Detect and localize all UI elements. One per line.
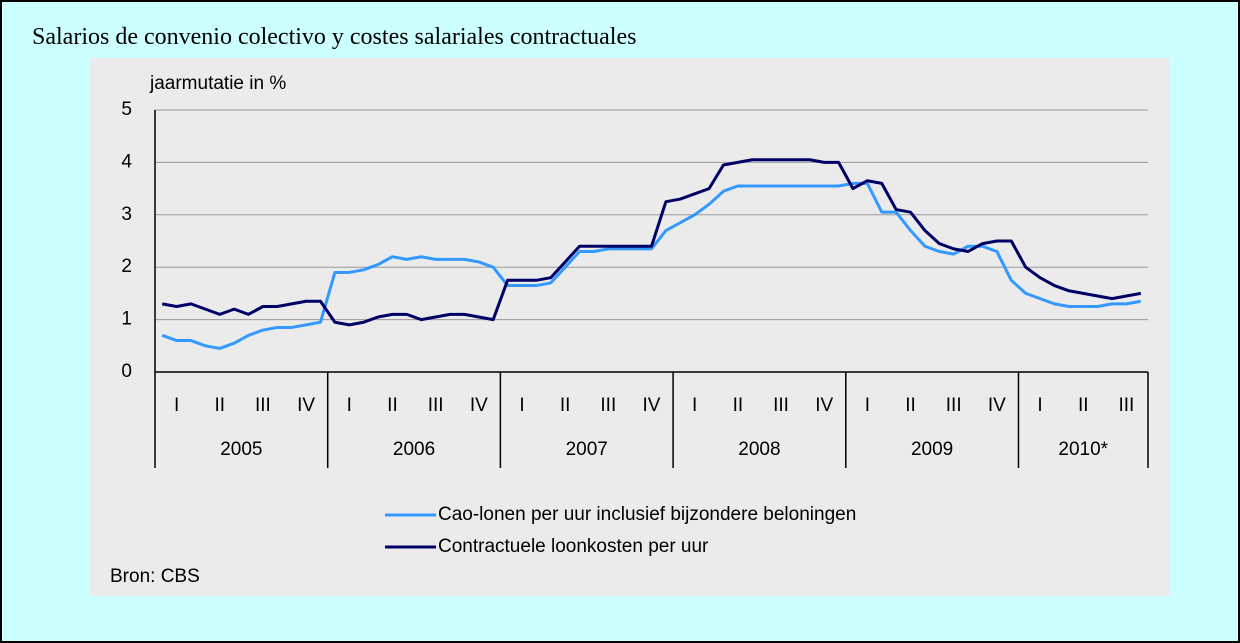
- year-label: 2008: [738, 439, 780, 460]
- year-label: 2007: [566, 439, 608, 460]
- y-tick-label: 0: [121, 361, 132, 382]
- y-tick-label: 4: [121, 151, 132, 172]
- quarter-label: II: [1078, 395, 1089, 416]
- quarter-label: I: [1037, 395, 1042, 416]
- quarter-label: II: [733, 395, 744, 416]
- data-line: [161, 158, 1142, 327]
- y-axis-label: jaarmutatie in %: [149, 73, 286, 94]
- quarter-label: III: [773, 395, 789, 416]
- legend-label: Contractuele loonkosten per uur: [438, 536, 709, 557]
- quarter-label: I: [692, 395, 697, 416]
- quarter-label: III: [600, 395, 616, 416]
- quarter-label: I: [174, 395, 179, 416]
- source-note: Bron: CBS: [110, 566, 200, 587]
- quarter-label: II: [560, 395, 571, 416]
- quarter-label: IV: [643, 395, 661, 416]
- quarter-label: I: [347, 395, 352, 416]
- legend-label: Cao-lonen per uur inclusief bijzondere b…: [438, 504, 856, 525]
- quarter-label: III: [428, 395, 444, 416]
- quarter-label: III: [255, 395, 271, 416]
- quarter-label: III: [1118, 395, 1134, 416]
- quarter-label: IV: [988, 395, 1006, 416]
- quarter-label: III: [946, 395, 962, 416]
- quarter-label: I: [865, 395, 870, 416]
- quarter-label: I: [519, 395, 524, 416]
- quarter-label: II: [387, 395, 398, 416]
- quarter-label: II: [905, 395, 916, 416]
- year-label: 2010*: [1058, 439, 1108, 460]
- y-tick-label: 2: [121, 256, 132, 277]
- quarter-label: IV: [297, 395, 315, 416]
- chart-background: [90, 58, 1170, 596]
- year-label: 2005: [220, 439, 262, 460]
- document-title: Salarios de convenio colectivo y costes …: [32, 24, 637, 50]
- quarter-label: IV: [815, 395, 833, 416]
- quarter-label: II: [214, 395, 225, 416]
- y-tick-label: 3: [121, 204, 132, 225]
- year-label: 2006: [393, 439, 435, 460]
- y-tick-label: 1: [121, 309, 132, 330]
- y-tick-label: 5: [121, 99, 132, 120]
- quarter-label: IV: [470, 395, 488, 416]
- year-label: 2009: [911, 439, 953, 460]
